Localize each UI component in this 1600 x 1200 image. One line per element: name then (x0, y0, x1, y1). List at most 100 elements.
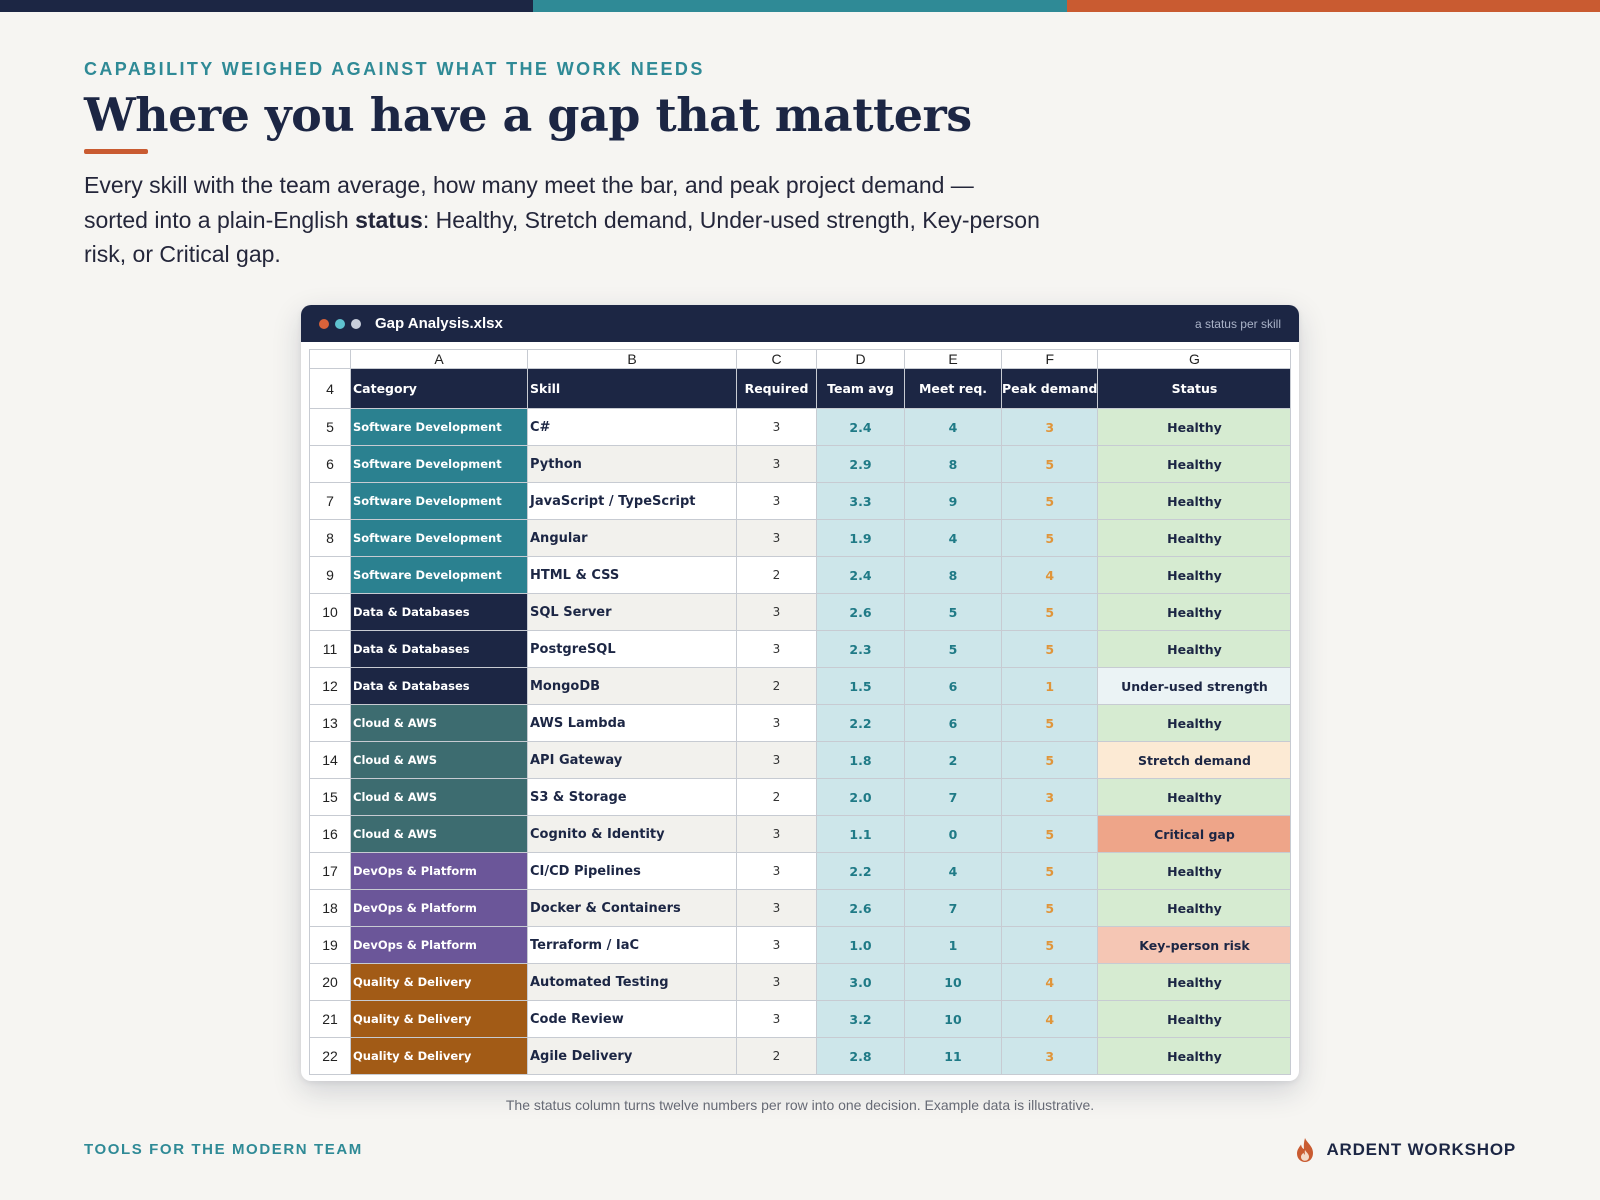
row-number[interactable]: 18 (309, 889, 351, 927)
team-avg-cell[interactable]: 3.2 (816, 1000, 905, 1038)
team-avg-cell[interactable]: 1.9 (816, 519, 905, 557)
maximize-dot-icon[interactable] (351, 318, 361, 329)
column-letter[interactable]: A (350, 349, 528, 369)
skill-cell[interactable]: Terraform / IaC (527, 926, 737, 964)
row-number[interactable]: 5 (309, 408, 351, 446)
team-avg-cell[interactable]: 2.9 (816, 445, 905, 483)
status-cell[interactable]: Healthy (1097, 519, 1292, 557)
category-cell[interactable]: Data & Databases (350, 667, 528, 705)
skill-cell[interactable]: Agile Delivery (527, 1037, 737, 1075)
peak-demand-cell[interactable]: 5 (1000, 593, 1099, 631)
row-number[interactable]: 11 (309, 630, 351, 668)
team-avg-cell[interactable]: 1.1 (816, 815, 905, 853)
column-letter[interactable]: E (904, 349, 1002, 369)
meet-req-cell[interactable]: 4 (904, 852, 1002, 890)
peak-demand-cell[interactable]: 5 (1000, 926, 1099, 964)
meet-req-cell[interactable]: 8 (904, 556, 1002, 594)
row-number[interactable]: 8 (309, 519, 351, 557)
skill-cell[interactable]: CI/CD Pipelines (527, 852, 737, 890)
header-cell[interactable]: Meet req. (904, 368, 1002, 409)
column-letter[interactable]: G (1097, 349, 1292, 369)
category-cell[interactable]: DevOps & Platform (350, 889, 528, 927)
meet-req-cell[interactable]: 2 (904, 741, 1002, 779)
skill-cell[interactable]: AWS Lambda (527, 704, 737, 742)
row-number[interactable]: 22 (309, 1037, 351, 1075)
skill-cell[interactable]: Code Review (527, 1000, 737, 1038)
column-letter[interactable]: F (1000, 349, 1099, 369)
status-cell[interactable]: Healthy (1097, 778, 1292, 816)
status-cell[interactable]: Healthy (1097, 889, 1292, 927)
required-cell[interactable]: 3 (736, 408, 817, 446)
status-cell[interactable]: Healthy (1097, 408, 1292, 446)
column-letter[interactable]: C (736, 349, 817, 369)
skill-cell[interactable]: Docker & Containers (527, 889, 737, 927)
peak-demand-cell[interactable]: 3 (1000, 778, 1099, 816)
skill-cell[interactable]: Angular (527, 519, 737, 557)
required-cell[interactable]: 2 (736, 1037, 817, 1075)
peak-demand-cell[interactable]: 4 (1000, 556, 1099, 594)
close-dot-icon[interactable] (319, 318, 329, 329)
header-cell[interactable]: Peak demand (1000, 368, 1099, 409)
peak-demand-cell[interactable]: 5 (1000, 815, 1099, 853)
skill-cell[interactable]: SQL Server (527, 593, 737, 631)
skill-cell[interactable]: PostgreSQL (527, 630, 737, 668)
team-avg-cell[interactable]: 3.3 (816, 482, 905, 520)
peak-demand-cell[interactable]: 3 (1000, 408, 1099, 446)
header-cell[interactable]: Team avg (816, 368, 905, 409)
status-cell[interactable]: Healthy (1097, 556, 1292, 594)
skill-cell[interactable]: HTML & CSS (527, 556, 737, 594)
skill-cell[interactable]: MongoDB (527, 667, 737, 705)
category-cell[interactable]: Cloud & AWS (350, 778, 528, 816)
meet-req-cell[interactable]: 6 (904, 667, 1002, 705)
status-cell[interactable]: Healthy (1097, 630, 1292, 668)
peak-demand-cell[interactable]: 5 (1000, 704, 1099, 742)
category-cell[interactable]: Software Development (350, 519, 528, 557)
peak-demand-cell[interactable]: 1 (1000, 667, 1099, 705)
team-avg-cell[interactable]: 1.8 (816, 741, 905, 779)
team-avg-cell[interactable]: 2.8 (816, 1037, 905, 1075)
row-number[interactable]: 9 (309, 556, 351, 594)
required-cell[interactable]: 3 (736, 704, 817, 742)
peak-demand-cell[interactable]: 3 (1000, 1037, 1099, 1075)
category-cell[interactable]: Software Development (350, 408, 528, 446)
status-cell[interactable]: Healthy (1097, 1037, 1292, 1075)
peak-demand-cell[interactable]: 5 (1000, 852, 1099, 890)
peak-demand-cell[interactable]: 4 (1000, 963, 1099, 1001)
corner-cell[interactable] (309, 349, 351, 369)
team-avg-cell[interactable]: 2.6 (816, 889, 905, 927)
row-number[interactable]: 14 (309, 741, 351, 779)
meet-req-cell[interactable]: 9 (904, 482, 1002, 520)
team-avg-cell[interactable]: 2.0 (816, 778, 905, 816)
row-number[interactable]: 6 (309, 445, 351, 483)
status-cell[interactable]: Healthy (1097, 704, 1292, 742)
status-cell[interactable]: Healthy (1097, 1000, 1292, 1038)
required-cell[interactable]: 3 (736, 963, 817, 1001)
peak-demand-cell[interactable]: 5 (1000, 741, 1099, 779)
team-avg-cell[interactable]: 3.0 (816, 963, 905, 1001)
meet-req-cell[interactable]: 7 (904, 778, 1002, 816)
row-number[interactable]: 21 (309, 1000, 351, 1038)
team-avg-cell[interactable]: 1.0 (816, 926, 905, 964)
status-cell[interactable]: Healthy (1097, 593, 1292, 631)
team-avg-cell[interactable]: 2.4 (816, 408, 905, 446)
status-cell[interactable]: Healthy (1097, 852, 1292, 890)
peak-demand-cell[interactable]: 5 (1000, 519, 1099, 557)
team-avg-cell[interactable]: 2.2 (816, 852, 905, 890)
column-letter[interactable]: D (816, 349, 905, 369)
row-number[interactable]: 15 (309, 778, 351, 816)
row-number[interactable]: 7 (309, 482, 351, 520)
row-number[interactable]: 12 (309, 667, 351, 705)
required-cell[interactable]: 3 (736, 482, 817, 520)
team-avg-cell[interactable]: 2.2 (816, 704, 905, 742)
category-cell[interactable]: DevOps & Platform (350, 926, 528, 964)
status-cell[interactable]: Healthy (1097, 445, 1292, 483)
category-cell[interactable]: Cloud & AWS (350, 815, 528, 853)
meet-req-cell[interactable]: 7 (904, 889, 1002, 927)
status-cell[interactable]: Under-used strength (1097, 667, 1292, 705)
category-cell[interactable]: Quality & Delivery (350, 963, 528, 1001)
row-number[interactable]: 17 (309, 852, 351, 890)
meet-req-cell[interactable]: 5 (904, 630, 1002, 668)
meet-req-cell[interactable]: 11 (904, 1037, 1002, 1075)
meet-req-cell[interactable]: 4 (904, 519, 1002, 557)
required-cell[interactable]: 3 (736, 741, 817, 779)
